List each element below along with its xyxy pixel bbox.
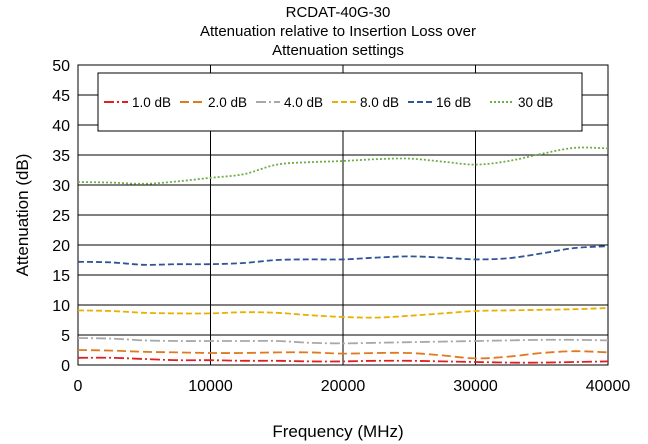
series-lines (77, 146, 609, 364)
x-axis-label: Frequency (MHz) (272, 422, 403, 441)
y-tick-label: 35 (52, 148, 70, 165)
legend-label-1-0-db: 1.0 dB (132, 95, 171, 110)
series-line-16-db (77, 245, 609, 266)
series-line-4-0-db (77, 337, 609, 345)
y-tick-label: 25 (52, 208, 70, 225)
title-line-1: RCDAT-40G-30 (286, 4, 391, 21)
legend-label-4-0-db: 4.0 dB (284, 95, 323, 110)
x-axis-tick-labels: 0 10000 20000 30000 40000 (74, 378, 631, 395)
y-axis-tick-labels: 0 5 10 15 20 25 30 35 40 45 50 (52, 58, 70, 375)
y-tick-label: 50 (52, 58, 70, 75)
y-tick-label: 45 (52, 88, 70, 105)
x-tick-label: 40000 (586, 378, 631, 395)
chart-title: RCDAT-40G-30 Attenuation relative to Ins… (200, 4, 476, 59)
series-line-1-0-db (77, 356, 609, 364)
series-line-8-0-db (77, 307, 609, 319)
legend-label-16-db: 16 dB (436, 95, 471, 110)
x-tick-label: 20000 (321, 378, 366, 395)
legend: 1.0 dB 2.0 dB 4.0 dB 8.0 dB 16 dB 30 dB (97, 72, 583, 132)
x-tick-label: 30000 (453, 378, 498, 395)
legend-label-30-db: 30 dB (518, 95, 553, 110)
y-axis-label: Attenuation (dB) (13, 154, 32, 277)
plot-area-border (77, 64, 609, 366)
x-tick-label: 10000 (188, 378, 233, 395)
x-tick-label: 0 (74, 378, 83, 395)
y-tick-label: 30 (52, 178, 70, 195)
legend-label-8-0-db: 8.0 dB (360, 95, 399, 110)
y-tick-label: 5 (61, 328, 70, 345)
y-tick-label: 0 (61, 358, 70, 375)
y-tick-label: 20 (52, 238, 70, 255)
series-line-30-db (77, 146, 609, 185)
legend-box (97, 72, 583, 132)
legend-label-2-0-db: 2.0 dB (208, 95, 247, 110)
y-tick-label: 10 (52, 298, 70, 315)
y-tick-label: 15 (52, 268, 70, 285)
series-line-2-0-db (77, 349, 609, 360)
y-tick-label: 40 (52, 118, 70, 135)
title-line-3: Attenuation settings (272, 42, 404, 59)
title-line-2: Attenuation relative to Insertion Loss o… (200, 23, 476, 40)
